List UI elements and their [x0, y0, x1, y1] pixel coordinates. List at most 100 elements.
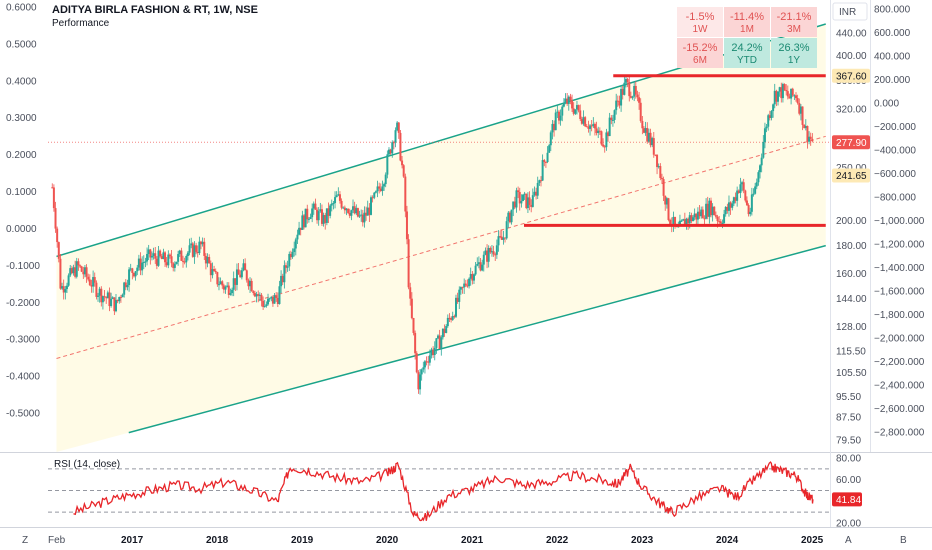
candle-body [626, 79, 629, 82]
candle-body [451, 316, 454, 320]
candle-body [116, 299, 119, 302]
candle-body [749, 211, 752, 215]
candle-body [170, 256, 173, 264]
candle-body [781, 84, 784, 99]
candle-body [445, 326, 448, 333]
candle-body [628, 81, 631, 97]
candle-body [373, 192, 376, 198]
candle-body [415, 353, 418, 373]
candle-body [276, 297, 279, 304]
candle-body [711, 206, 714, 216]
candle-body [512, 201, 515, 210]
candle-body [190, 243, 193, 246]
candle-body [608, 117, 611, 137]
candle-body [791, 88, 794, 96]
candle-body [242, 263, 245, 271]
candle-body [499, 236, 502, 238]
candle-body [141, 262, 144, 271]
candle-body [531, 195, 534, 207]
candle-body [505, 221, 508, 239]
candle-body [275, 295, 278, 298]
candle-body [610, 117, 613, 121]
candle-body [566, 98, 569, 104]
candle-body [209, 263, 212, 276]
candle-body [327, 208, 330, 216]
time-axis[interactable]: Feb 2017 2018 2019 2020 2021 2022 2023 2024 2025 [48, 535, 824, 546]
candle-body [188, 245, 191, 253]
price-tick-label: 79.50 [836, 436, 861, 447]
candle-body [562, 103, 565, 107]
far-tick-label: 400.000 [874, 52, 911, 63]
candle-body [649, 132, 652, 146]
channel-fill [56, 23, 826, 452]
candle-body [348, 212, 351, 216]
candle-body [582, 117, 585, 124]
perf-value: -15.2% [683, 42, 718, 54]
candle-body [522, 194, 525, 201]
candle-body [342, 207, 345, 209]
candle-body [383, 184, 386, 187]
candle-body [353, 206, 356, 214]
candle-body [433, 347, 436, 356]
indicator-label: Performance [52, 18, 110, 29]
candle-body [216, 272, 219, 285]
candle-body [316, 209, 319, 221]
footer-b[interactable]: B [900, 535, 907, 546]
candle-body [213, 269, 216, 271]
rsi-tick-label: 80.00 [836, 454, 861, 465]
candle-body [420, 369, 423, 375]
candle-body [80, 266, 83, 272]
candle-body [167, 254, 170, 266]
candle-body [698, 211, 701, 217]
candle-body [549, 132, 552, 146]
footer-a[interactable]: A [845, 535, 852, 546]
candle-body [585, 126, 588, 128]
candle-body [69, 268, 72, 276]
candle-body [306, 208, 309, 220]
candle-body [528, 197, 531, 205]
left-tick-label: -0.2000 [6, 298, 40, 309]
candle-body [345, 208, 348, 211]
candle-body [600, 131, 603, 145]
candle-body [281, 275, 284, 283]
candle-body [621, 88, 624, 95]
perf-value: -21.1% [777, 11, 812, 23]
footer-z[interactable]: Z [22, 535, 28, 546]
candle-body [257, 294, 260, 296]
candle-body [492, 251, 495, 255]
candle-body [298, 227, 301, 235]
left-tick-label: 0.5000 [6, 39, 37, 50]
candle-body [129, 268, 132, 270]
candle-body [136, 267, 139, 272]
currency-button[interactable]: INR [832, 2, 868, 21]
candle-body [490, 251, 493, 253]
price-tick-label: 400.00 [836, 51, 867, 62]
candle-body [164, 252, 167, 263]
candle-body [607, 132, 610, 137]
candle-body [592, 123, 595, 127]
left-tick-label: -0.5000 [6, 409, 40, 420]
candle-body [803, 124, 806, 129]
candle-body [719, 221, 722, 224]
candle-body [239, 274, 242, 278]
candle-body [146, 253, 149, 262]
candle-body [793, 95, 796, 97]
candle-body [267, 298, 270, 305]
candle-body [716, 216, 719, 222]
candle-body [687, 218, 690, 224]
candle-body [183, 261, 186, 263]
candle-body [798, 102, 801, 114]
candle-body [762, 142, 765, 158]
perf-value: -1.5% [686, 11, 715, 23]
far-tick-label: −1,800.000 [874, 310, 925, 321]
candle-body [185, 256, 188, 263]
candle-body [307, 218, 310, 220]
candle-body [486, 250, 489, 262]
candle-body [786, 91, 789, 97]
candle-body [677, 226, 680, 228]
candle-body [476, 263, 479, 266]
candle-body [268, 298, 271, 300]
perf-cell [724, 38, 770, 68]
